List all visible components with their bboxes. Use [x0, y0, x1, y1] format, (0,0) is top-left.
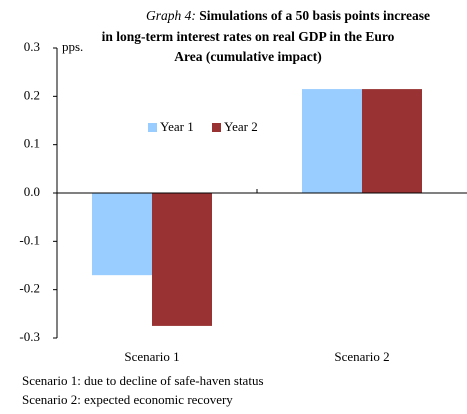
x-tick-label: Scenario 1 [124, 349, 179, 364]
chart-title: Graph 4: Simulations of a 50 basis point… [146, 8, 430, 23]
note: Scenario 2: expected economic recovery [22, 392, 233, 407]
title-line: Area (cumulative impact) [174, 49, 321, 64]
bar [302, 89, 362, 193]
legend-swatch [148, 123, 157, 132]
y-tick-label: 0.0 [24, 184, 40, 199]
title-prefix: Graph 4: [146, 8, 196, 23]
y-tick-label: 0.2 [24, 87, 40, 102]
y-tick-label: 0.3 [24, 39, 40, 54]
y-tick-label: -0.1 [19, 232, 40, 247]
legend-label: Year 2 [224, 119, 258, 134]
title-line: in long-term interest rates on real GDP … [102, 29, 395, 44]
bar [152, 193, 212, 326]
note: Scenario 1: due to decline of safe-haven… [22, 373, 264, 388]
legend-label: Year 1 [160, 119, 194, 134]
bar [362, 89, 422, 193]
title-line: Simulations of a 50 basis points increas… [199, 8, 430, 23]
y-tick-label: -0.3 [19, 329, 40, 344]
x-tick-label: Scenario 2 [334, 349, 389, 364]
bar [92, 193, 152, 276]
legend-swatch [212, 123, 221, 132]
y-tick-label: 0.1 [24, 136, 40, 151]
y-unit: pps. [62, 39, 83, 54]
y-tick-label: -0.2 [19, 281, 40, 296]
